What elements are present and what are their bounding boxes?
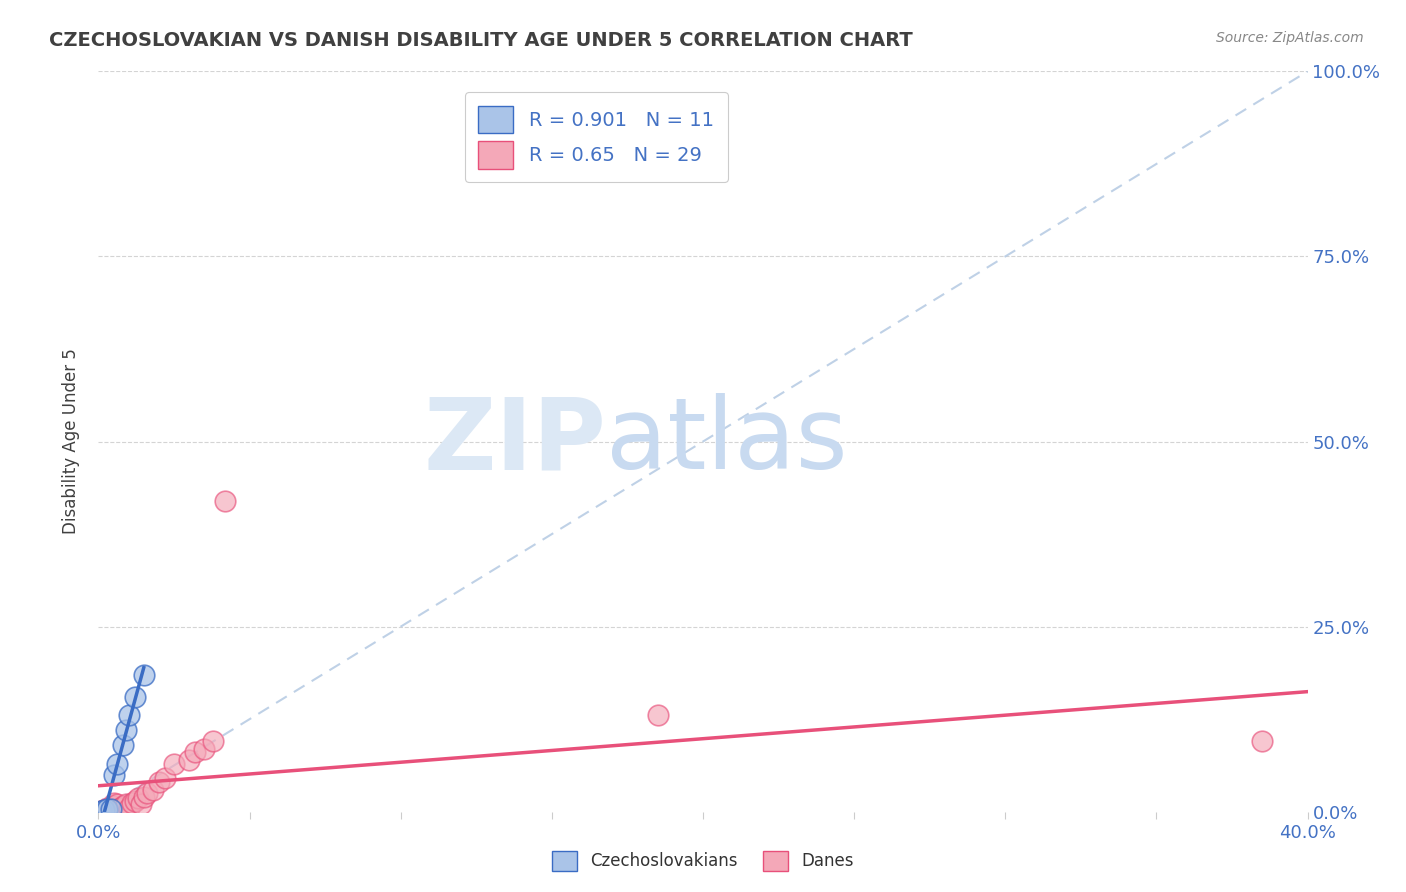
Point (118, 708, 141, 723)
Point (121, 796, 143, 810)
Point (103, 798, 125, 813)
Point (111, 738, 134, 752)
Point (129, 797, 152, 812)
Point (118, 801, 141, 815)
Point (153, 772, 176, 786)
Point (135, 786, 157, 800)
Point (127, 791, 149, 805)
Point (148, 775, 170, 789)
Text: atlas: atlas (606, 393, 848, 490)
Point (114, 723, 136, 738)
Point (103, 767, 125, 781)
Point (93, 803, 115, 817)
Point (1251, 734, 1274, 748)
Point (105, 756, 128, 771)
Point (100, 803, 122, 817)
Point (111, 798, 134, 813)
Point (100, 802, 122, 816)
Point (132, 667, 155, 681)
Point (90, 804, 112, 818)
Point (647, 708, 669, 723)
Point (179, 753, 201, 767)
Point (193, 741, 215, 756)
Point (96, 803, 118, 817)
Point (163, 756, 186, 771)
Point (132, 789, 155, 804)
Point (90, 804, 112, 818)
Point (93, 803, 115, 817)
Text: ZIP: ZIP (423, 393, 606, 490)
Legend: Czechoslovakians, Danes: Czechoslovakians, Danes (544, 842, 862, 880)
Point (96, 801, 118, 815)
Y-axis label: Disability Age Under 5: Disability Age Under 5 (62, 349, 80, 534)
Point (103, 796, 125, 810)
Point (124, 794, 146, 808)
Text: Source: ZipAtlas.com: Source: ZipAtlas.com (1216, 31, 1364, 45)
Text: CZECHOSLOVAKIAN VS DANISH DISABILITY AGE UNDER 5 CORRELATION CHART: CZECHOSLOVAKIAN VS DANISH DISABILITY AGE… (49, 31, 912, 50)
Point (184, 746, 207, 760)
Point (142, 782, 165, 797)
Point (108, 801, 131, 815)
Point (214, 493, 236, 508)
Legend: R = 0.901   N = 11, R = 0.65   N = 29: R = 0.901 N = 11, R = 0.65 N = 29 (465, 92, 728, 182)
Point (96, 803, 118, 817)
Point (105, 797, 128, 812)
Point (202, 734, 225, 748)
Point (114, 797, 136, 812)
Point (124, 690, 146, 704)
